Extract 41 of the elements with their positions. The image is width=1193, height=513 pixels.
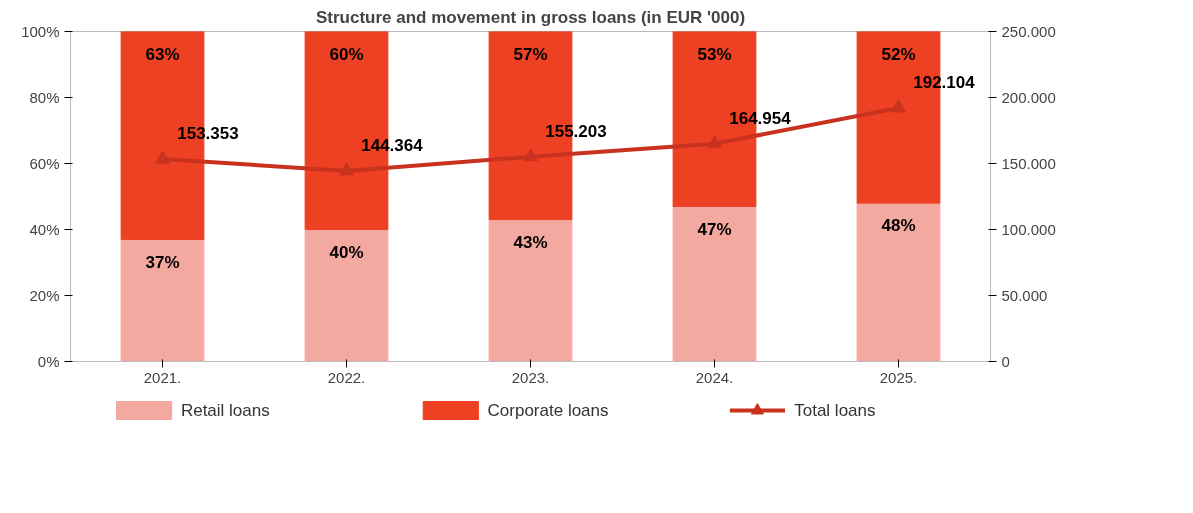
data-label: 47% <box>697 219 732 239</box>
bar <box>488 219 573 362</box>
y2-tick-label: 100.000 <box>1001 220 1056 238</box>
data-label: 48% <box>881 216 916 236</box>
legend-label: Retail loans <box>180 401 270 420</box>
data-label: 37% <box>145 252 180 272</box>
y-tick-label: 80% <box>29 89 60 106</box>
data-label: 40% <box>329 242 364 262</box>
y2-tick-label: 0 <box>1001 352 1010 370</box>
point <box>155 150 170 164</box>
legend-label: Total loans <box>794 401 876 420</box>
data-label: 53% <box>697 44 732 64</box>
data-label: 63% <box>145 44 180 64</box>
point <box>891 99 906 113</box>
bar <box>120 238 205 362</box>
bar <box>856 202 941 362</box>
data-label: 52% <box>881 44 916 64</box>
bar <box>304 229 389 362</box>
bar <box>672 205 757 362</box>
data-label: 60% <box>329 44 364 64</box>
x-tick-label: 2022. <box>327 368 366 386</box>
chart-title: Structure and movement in gross loans (in EUR '000) <box>315 7 746 27</box>
point <box>339 162 354 176</box>
y2-tick-label: 200.000 <box>1001 88 1056 106</box>
y-tick-label: 20% <box>29 287 60 304</box>
legend-label: Corporate loans <box>487 401 609 420</box>
point <box>707 135 722 149</box>
data-label: 43% <box>513 232 548 252</box>
x-tick-label: 2023. <box>511 368 550 386</box>
point <box>523 148 538 162</box>
y-tick-label: 100% <box>21 23 60 40</box>
y2-tick-label: 50.000 <box>1001 286 1048 304</box>
x-tick-label: 2024. <box>695 368 734 386</box>
y-tick-label: 0% <box>37 353 60 370</box>
x-tick-label: 2021. <box>143 368 182 386</box>
x-tick-label: 2025. <box>879 368 918 386</box>
data-label: 57% <box>513 44 548 64</box>
y-tick-label: 40% <box>29 221 60 238</box>
y-tick-label: 60% <box>29 155 60 172</box>
y2-tick-label: 250.000 <box>1001 22 1056 40</box>
y2-tick-label: 150.000 <box>1001 154 1056 172</box>
